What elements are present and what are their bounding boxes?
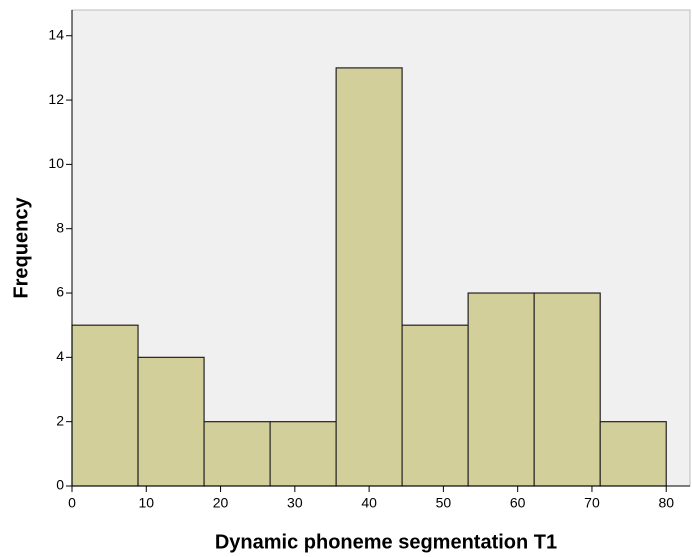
y-tick-label: 12: [48, 91, 64, 107]
x-tick-label: 20: [213, 495, 229, 511]
bar: [599, 421, 667, 487]
y-tick-label: 8: [56, 219, 64, 235]
x-tick-label: 30: [287, 495, 303, 511]
y-tick-label: 10: [48, 155, 64, 171]
y-tick-label: 2: [56, 412, 64, 428]
bar: [71, 324, 139, 487]
x-tick-label: 60: [510, 495, 526, 511]
bar: [203, 421, 271, 487]
y-tick-label: 4: [56, 348, 64, 364]
bar: [401, 324, 469, 487]
y-tick-label: 14: [48, 26, 64, 42]
y-axis-title: Frequency: [10, 197, 32, 299]
bar: [335, 67, 403, 487]
bar: [137, 356, 205, 487]
bar: [467, 292, 535, 487]
x-tick-label: 0: [68, 495, 76, 511]
x-tick-label: 50: [436, 495, 452, 511]
bar: [533, 292, 601, 487]
x-tick-label: 80: [658, 495, 674, 511]
y-tick-label: 6: [56, 284, 64, 300]
x-tick-label: 70: [584, 495, 600, 511]
bar: [269, 421, 337, 487]
y-tick-label: 0: [56, 477, 64, 493]
x-axis-title: Dynamic phoneme segmentation T1: [215, 531, 557, 553]
x-tick-label: 40: [361, 495, 377, 511]
x-tick-label: 10: [138, 495, 154, 511]
